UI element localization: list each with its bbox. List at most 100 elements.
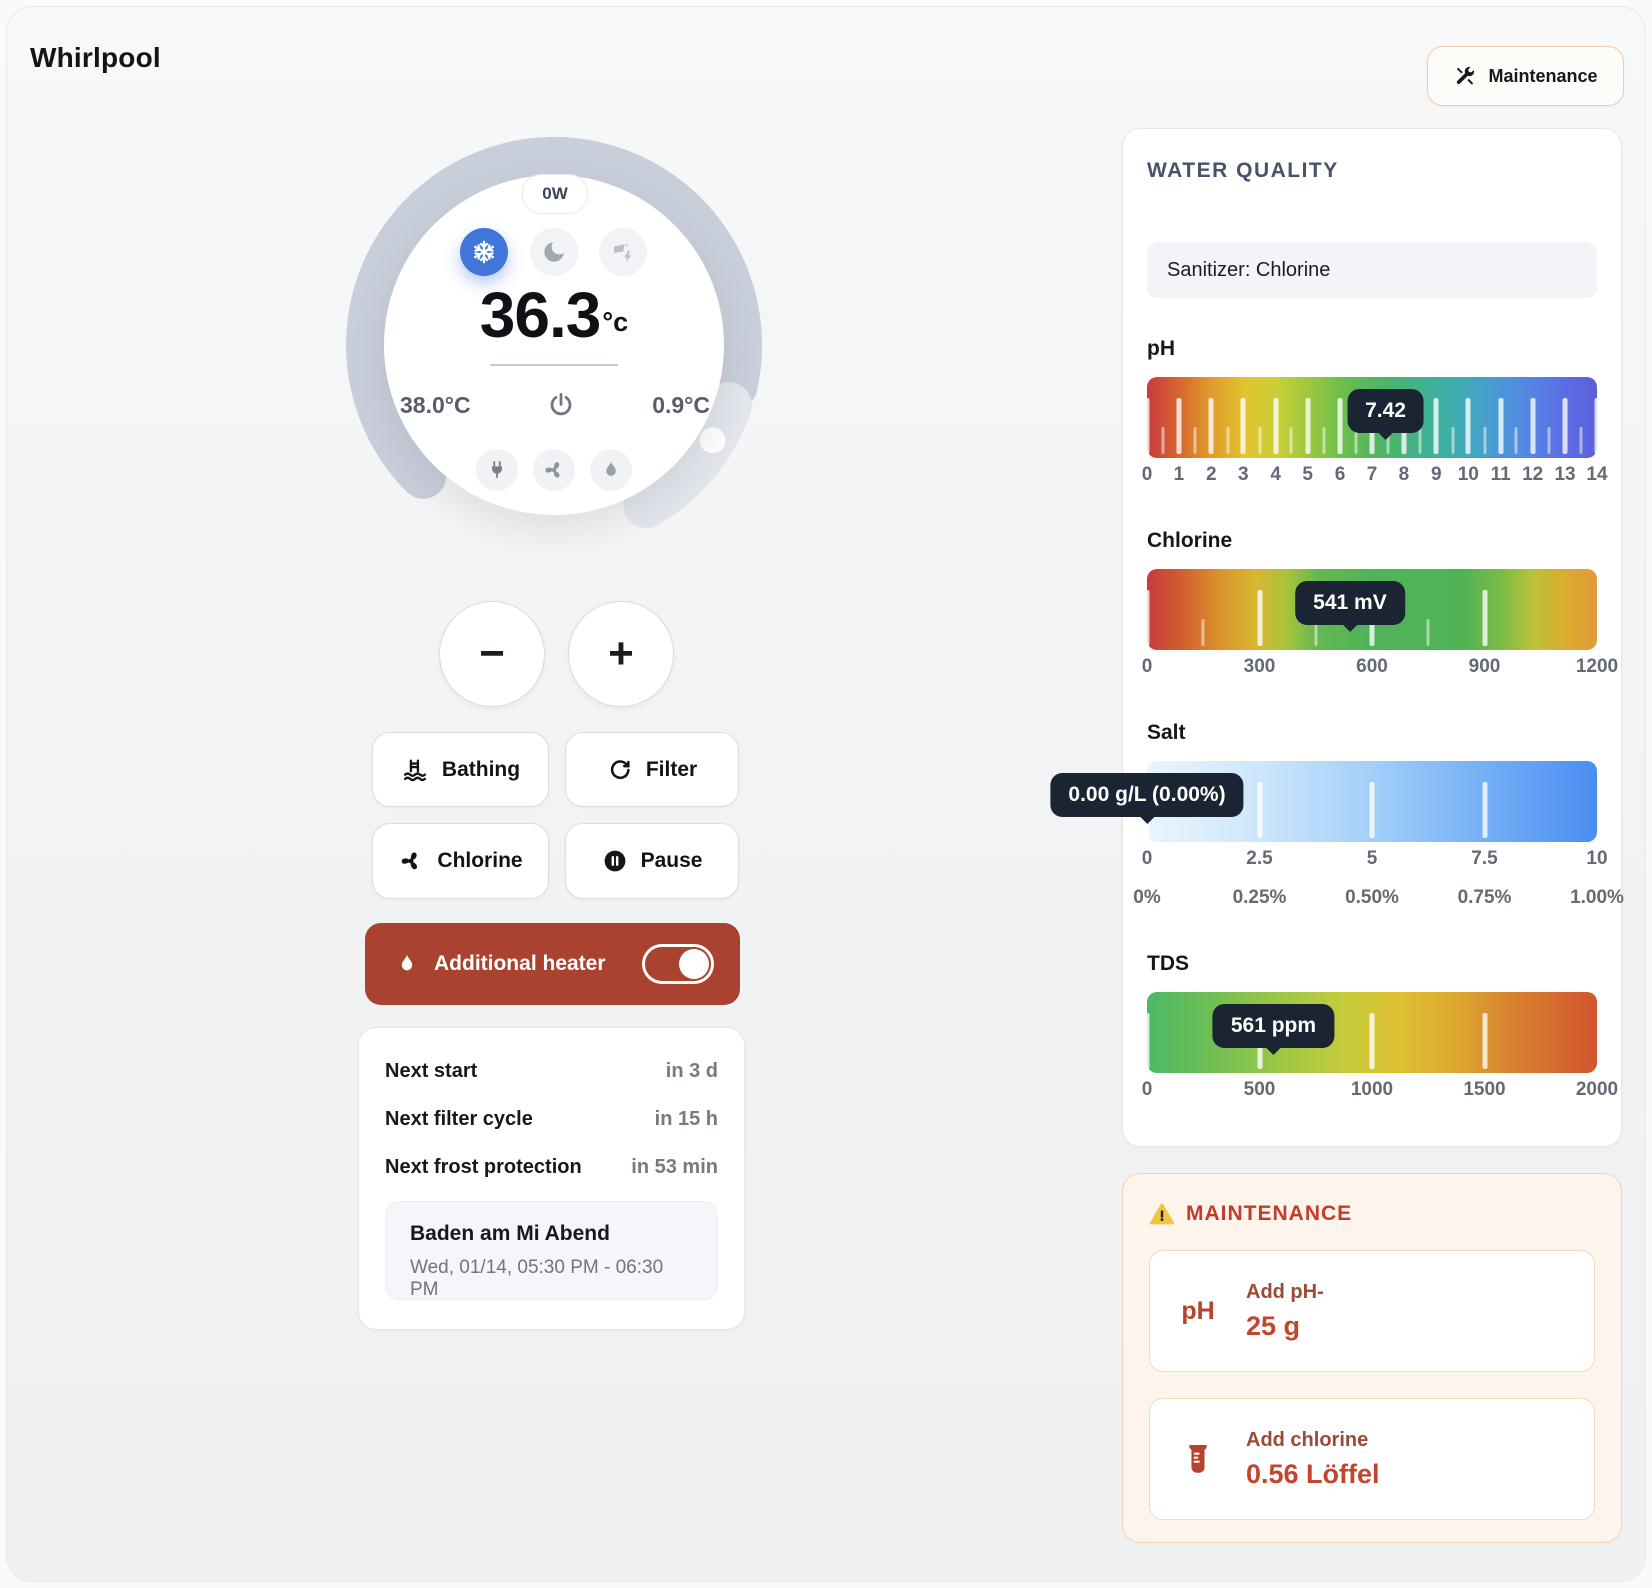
tick-major (1176, 398, 1182, 454)
ph-icon: pH (1181, 1296, 1215, 1325)
gauge-bar-ph: 7.42 (1144, 377, 1600, 458)
filter-button[interactable]: Filter (565, 732, 739, 807)
schedule-row-next-filter: Next filter cycle in 15 h (385, 1104, 718, 1134)
tick-minor (1579, 427, 1583, 454)
tick-major (1369, 1013, 1375, 1069)
gauge-scale-label: 10 (1457, 464, 1479, 485)
gauge-scale-label: 7 (1366, 464, 1378, 485)
gauge-bar-tds: 561 ppm (1144, 992, 1597, 1073)
tick-major (1369, 782, 1375, 838)
gauge-name-tds: TDS (1147, 952, 1189, 975)
gauge-value-badge-salt: 0.00 g/L (0.00%) (1050, 773, 1244, 817)
plug-status-icon (476, 449, 518, 491)
tick-minor (1547, 427, 1551, 454)
tick-minor (1354, 427, 1358, 454)
additional-heater-toggle[interactable] (642, 944, 714, 984)
schedule-row-next-start: Next start in 3 d (385, 1056, 718, 1086)
bathing-button-label: Bathing (441, 757, 521, 781)
tick-minor (1418, 427, 1422, 454)
gauge-scale-label: 0 (1141, 464, 1153, 485)
pump-fan-status-icon (533, 449, 575, 491)
tick-major (1305, 398, 1311, 454)
gauge-scale-ph: 0 1 2 3 4 5 6 7 8 9 10 11 12 13 14 (1142, 464, 1608, 490)
appointment-card[interactable]: Baden am Mi Abend Wed, 01/14, 05:30 PM -… (385, 1201, 718, 1300)
tick-major (1240, 398, 1246, 454)
maintenance-title: MAINTENANCE (1186, 1202, 1353, 1225)
gauge-value-badge-ph: 7.42 (1347, 389, 1424, 433)
frost-protection-mode-button[interactable] (460, 228, 508, 276)
tick-minor (1322, 427, 1326, 454)
bathing-button[interactable]: Bathing (372, 732, 549, 807)
beaker-icon (1176, 1441, 1220, 1477)
schedule-card: Next start in 3 d Next filter cycle in 1… (358, 1027, 745, 1330)
gauge-tds: TDS 561 ppm 0 500 1000 1500 2000 (1142, 951, 1618, 1105)
pause-button[interactable]: Pause (565, 823, 739, 899)
additional-heater-label: Additional heater (434, 952, 606, 975)
temperature-ring[interactable] (334, 125, 774, 565)
chlorine-fan-icon (398, 848, 424, 874)
sanitizer-field: Sanitizer: Chlorine (1147, 242, 1597, 298)
current-temperature-unit: °c (602, 306, 629, 337)
gauge-cl: Chlorine 541 mV 0 300 600 900 1200 (1142, 528, 1618, 682)
gauge-scale-label: 12 (1522, 464, 1544, 485)
wrench-screwdriver-icon (1453, 64, 1477, 88)
tick-minor (1161, 427, 1165, 454)
tick-minor (1514, 427, 1518, 454)
filter-button-label: Filter (645, 757, 698, 781)
maintenance-button[interactable]: Maintenance (1427, 46, 1624, 106)
snowflake-icon (471, 239, 497, 265)
gauge-scale-label: 0.25% (1232, 887, 1287, 908)
gauge-scale-label: 0% (1133, 887, 1161, 908)
temperature-increase-button[interactable]: + (568, 601, 674, 707)
gauge-scale-label: 0 (1141, 1079, 1153, 1100)
current-temperature-value: 36.3 (479, 279, 602, 351)
additional-heater-bar[interactable]: Additional heater (365, 923, 740, 1005)
chlorine-button[interactable]: Chlorine (372, 823, 549, 899)
gauge-scale-label: 2.5 (1246, 848, 1273, 869)
warning-icon (1149, 1201, 1175, 1227)
minus-icon: − (479, 629, 505, 678)
tick-minor (1226, 427, 1230, 454)
gauge-scale-label: 2 (1206, 464, 1217, 485)
schedule-label: Next frost protection (385, 1155, 582, 1178)
solar-energy-mode-button[interactable] (599, 228, 647, 276)
tick-major (1482, 590, 1487, 646)
bathing-pool-icon (401, 756, 429, 784)
schedule-value: in 53 min (631, 1155, 718, 1178)
tick-major (1562, 398, 1568, 454)
temperature-delta: 0.9°C (652, 391, 710, 418)
gauge-scale-cl: 0 300 600 900 1200 (1142, 656, 1618, 682)
power-consumption-badge: 0W (522, 174, 588, 214)
gauge-bar-cl: 541 mV (1144, 569, 1597, 650)
gauge-scale-label: 900 (1468, 656, 1501, 677)
gauge-scale-label: 600 (1356, 656, 1388, 677)
tick-major (1594, 398, 1600, 454)
maintenance-item-add-ph[interactable]: pH Add pH- 25 g (1149, 1250, 1595, 1372)
pause-button-label: Pause (640, 849, 703, 872)
gauge-scale-label: 5 (1302, 464, 1313, 485)
maintenance-item-label: Add chlorine (1246, 1428, 1369, 1451)
tick-minor (1314, 619, 1318, 646)
night-mode-button[interactable] (530, 228, 578, 276)
temperature-decrease-button[interactable]: − (439, 601, 545, 707)
gauge-scale-label: 14 (1586, 464, 1608, 485)
gauge-scale-label: 1 (1173, 464, 1185, 485)
tick-minor (1483, 427, 1486, 454)
gauge-salt: Salt 0.00 g/L (0.00%) 0 2.5 5 7.5 10 0% 0.25% 0.5… (1050, 720, 1624, 913)
gauge-scale-label: 10 (1586, 848, 1608, 869)
water-quality-gauges: pH 7.42 0 1 2 3 4 5 6 7 8 9 10 11 12 13 14 Chlorine 541 mV… (1050, 336, 1624, 1105)
tick-major (1482, 1013, 1487, 1069)
gauge-name-salt: Salt (1147, 721, 1186, 744)
water-quality-title: WATER QUALITY (1147, 159, 1339, 182)
appointment-title: Baden am Mi Abend (410, 1222, 610, 1245)
gauge-scale-salt: 0 2.5 5 7.5 10 (1142, 848, 1608, 874)
ring-handle (698, 426, 727, 455)
maintenance-item-add-chlorine[interactable]: Add chlorine 0.56 Löffel (1149, 1398, 1595, 1520)
tick-minor (1451, 427, 1455, 454)
tick-major (1337, 398, 1343, 454)
gauge-scale-label: 7.5 (1471, 848, 1498, 869)
gauge-scale-label: 6 (1334, 464, 1346, 485)
gauge-scale-label: 4 (1270, 464, 1281, 485)
tick-major (1498, 398, 1504, 454)
maintenance-item-value: 25 g (1246, 1310, 1301, 1341)
